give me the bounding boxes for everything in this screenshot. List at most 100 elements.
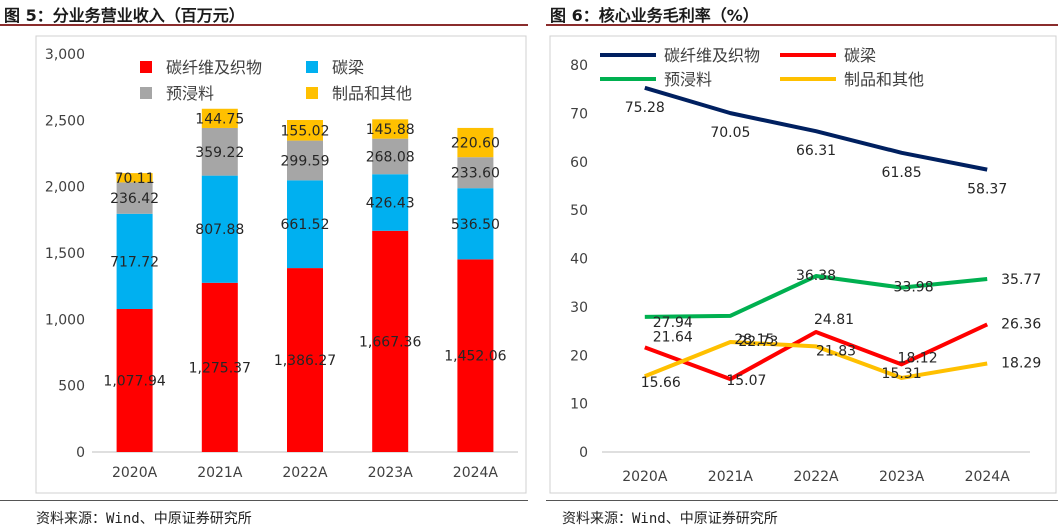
right-data-label-series-3: 36.38: [796, 268, 836, 284]
right-x-tick-label: 2020A: [622, 469, 668, 485]
left-legend-label-series-2: 碳梁: [332, 58, 364, 77]
left-data-label-series-1: 1,667.36: [359, 334, 421, 350]
left-y-tick-label: 1,500: [45, 246, 85, 262]
right-title-rule: [546, 24, 1058, 26]
right-data-label-series-1: 58.37: [967, 182, 1007, 198]
left-y-tick-label: 2,500: [45, 113, 85, 129]
right-data-label-series-1: 70.05: [710, 125, 750, 141]
right-data-label-series-2: 24.81: [814, 312, 854, 328]
left-bar-series-1: [457, 259, 494, 452]
right-line-series-3: [644, 274, 988, 319]
left-data-label-series-3: 268.08: [366, 149, 415, 165]
left-bar-series-1: [372, 230, 409, 452]
left-y-tick-label: 2,000: [45, 180, 85, 196]
left-data-label-series-1: 1,386.27: [274, 353, 336, 369]
left-bar-series-3: [287, 140, 323, 181]
left-x-tick-label: 2024A: [453, 465, 499, 481]
right-legend-label-series-4: 制品和其他: [844, 70, 924, 89]
left-data-label-series-2: 661.52: [281, 217, 330, 233]
right-line-series-1: [644, 85, 988, 172]
right-line-series-4: [644, 340, 988, 380]
right-data-label-series-3: 28.15: [734, 332, 774, 348]
right-data-label-series-2: 21.64: [653, 329, 693, 345]
left-x-tick-label: 2021A: [197, 465, 243, 481]
right-legend-label-series-3: 预浸料: [664, 70, 712, 89]
right-figure-title: 图 6：核心业务毛利率（%）: [550, 6, 759, 25]
left-y-tick-label: 3,000: [45, 47, 85, 63]
right-y-tick-label: 60: [570, 155, 588, 171]
right-y-tick-label: 40: [570, 252, 588, 268]
right-y-tick-label: 80: [570, 58, 588, 74]
left-legend-label-series-4: 制品和其他: [332, 84, 412, 103]
left-bar-series-1: [201, 282, 238, 452]
left-bar-series-2: [457, 188, 494, 260]
left-legend-label-series-3: 预浸料: [166, 84, 214, 103]
left-x-tick-label: 2022A: [282, 465, 328, 481]
right-chart-frame: [549, 35, 1057, 494]
left-data-label-series-2: 807.88: [195, 222, 244, 238]
left-data-label-series-3: 233.60: [451, 166, 500, 182]
left-data-label-series-1: 1,452.06: [444, 349, 506, 365]
right-data-label-series-4: 22.73: [738, 334, 778, 350]
right-x-tick-label: 2021A: [708, 469, 754, 485]
left-legend-swatch-series-2: [306, 61, 318, 73]
right-source-rule: [546, 500, 1058, 501]
right-y-tick-label: 10: [570, 397, 588, 413]
left-x-tick-label: 2020A: [112, 465, 158, 481]
right-y-tick-label: 0: [579, 445, 588, 461]
right-data-label-series-1: 75.28: [625, 100, 665, 116]
right-data-label-series-3: 35.77: [1001, 272, 1041, 288]
left-legend-swatch-series-1: [140, 61, 152, 73]
left-bar-series-2: [201, 175, 238, 283]
right-x-tick-label: 2023A: [879, 469, 925, 485]
left-source-note: 资料来源：Wind、中原证券研究所: [36, 511, 252, 527]
left-y-tick-label: 500: [58, 379, 85, 395]
right-y-tick-label: 20: [570, 348, 588, 364]
left-bar-series-3: [201, 127, 238, 176]
left-legend-label-series-1: 碳纤维及织物: [166, 58, 262, 77]
left-bar-series-4: [116, 173, 153, 183]
left-bar-series-4: [372, 119, 409, 139]
left-figure-title: 图 5：分业务营业收入（百万元）: [4, 6, 245, 25]
right-source-note: 资料来源：Wind、中原证券研究所: [562, 511, 778, 527]
right-y-tick-label: 50: [570, 203, 588, 219]
left-bar-series-2: [287, 180, 323, 269]
right-data-label-series-4: 15.31: [882, 366, 922, 382]
left-data-label-series-2: 717.72: [110, 254, 159, 270]
left-source-rule: [0, 500, 528, 501]
right-data-label-series-4: 21.83: [816, 343, 856, 359]
left-data-label-series-4: 145.88: [366, 122, 415, 138]
left-data-label-series-1: 1,275.37: [189, 360, 251, 376]
left-data-label-series-3: 299.59: [281, 153, 330, 169]
left-title-rule: [0, 24, 528, 26]
right-data-label-series-3: 27.94: [653, 315, 693, 331]
left-bar-series-3: [372, 138, 409, 175]
right-data-label-series-2: 26.36: [1001, 316, 1041, 332]
right-x-tick-label: 2024A: [965, 469, 1011, 485]
right-line-series-2: [644, 322, 989, 382]
left-data-label-series-3: 359.22: [195, 145, 244, 161]
left-data-label-series-1: 1,077.94: [103, 373, 165, 389]
left-data-label-series-4: 70.11: [115, 171, 155, 187]
left-bar-series-4: [201, 108, 238, 128]
right-data-label-series-4: 15.66: [641, 375, 681, 391]
right-data-label-series-3: 33.98: [894, 280, 934, 296]
left-bar-series-1: [287, 268, 323, 452]
right-y-tick-label: 30: [570, 300, 588, 316]
right-legend-label-series-2: 碳梁: [844, 46, 876, 65]
right-data-label-series-1: 66.31: [796, 143, 836, 159]
right-data-label-series-4: 18.29: [1001, 356, 1041, 372]
right-data-label-series-2: 15.07: [726, 373, 766, 389]
left-data-label-series-4: 144.75: [195, 111, 244, 127]
left-y-tick-label: 1,000: [45, 312, 85, 328]
right-x-tick-label: 2022A: [793, 469, 839, 485]
left-bar-series-1: [116, 308, 153, 452]
right-data-label-series-2: 18.12: [898, 350, 938, 366]
left-bar-series-4: [457, 127, 494, 158]
left-bar-series-2: [116, 213, 153, 309]
left-legend-swatch-series-4: [306, 87, 318, 99]
right-data-label-series-1: 61.85: [882, 165, 922, 181]
right-legend-label-series-1: 碳纤维及织物: [664, 46, 760, 65]
